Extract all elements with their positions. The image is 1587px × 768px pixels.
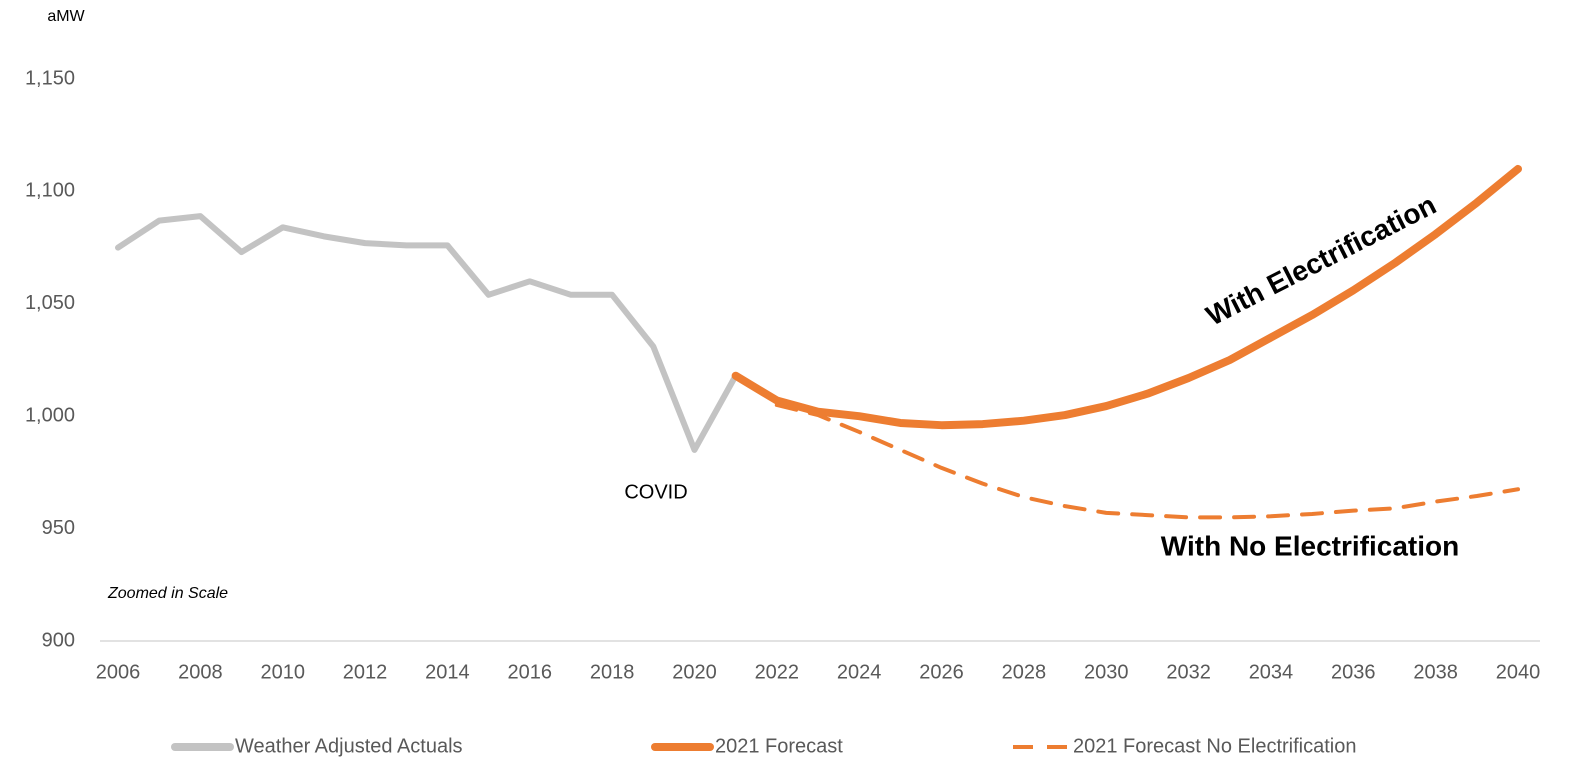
x-tick-label: 2030 bbox=[1084, 661, 1129, 683]
x-tick-label: 2018 bbox=[590, 661, 635, 683]
x-tick-label: 2016 bbox=[508, 661, 553, 683]
y-tick-label: 1,100 bbox=[25, 180, 75, 202]
x-tick-label: 2024 bbox=[837, 661, 882, 683]
x-tick-label: 2008 bbox=[178, 661, 223, 683]
x-tick-label: 2036 bbox=[1331, 661, 1376, 683]
y-tick-label: 950 bbox=[42, 517, 75, 539]
series-line bbox=[774, 402, 1520, 520]
y-tick-label: 900 bbox=[42, 629, 75, 651]
legend-label: Weather Adjusted Actuals bbox=[235, 735, 463, 757]
annotation: COVID bbox=[624, 481, 687, 503]
x-tick-label: 2028 bbox=[1002, 661, 1047, 683]
y-tick-label: 1,000 bbox=[25, 404, 75, 426]
y-axis-label: aMW bbox=[47, 8, 85, 25]
x-tick-label: 2026 bbox=[919, 661, 964, 683]
y-tick-label: 1,050 bbox=[25, 292, 75, 314]
x-tick-label: 2012 bbox=[343, 661, 388, 683]
x-tick-label: 2032 bbox=[1166, 661, 1211, 683]
x-tick-label: 2020 bbox=[672, 661, 717, 683]
annotation: With No Electrification bbox=[1161, 530, 1459, 561]
x-tick-label: 2022 bbox=[755, 661, 800, 683]
legend-label: 2021 Forecast No Electrification bbox=[1073, 735, 1356, 757]
x-tick-label: 2038 bbox=[1413, 661, 1458, 683]
legend-label: 2021 Forecast bbox=[715, 735, 843, 757]
series-line bbox=[115, 213, 739, 453]
x-tick-label: 2034 bbox=[1249, 661, 1294, 683]
x-tick-label: 2006 bbox=[96, 661, 141, 683]
x-tick-label: 2040 bbox=[1496, 661, 1541, 683]
series-line bbox=[731, 164, 1522, 430]
y-tick-label: 1,150 bbox=[25, 67, 75, 89]
x-tick-label: 2010 bbox=[260, 661, 305, 683]
annotation: Zoomed in Scale bbox=[107, 585, 228, 602]
x-tick-label: 2014 bbox=[425, 661, 470, 683]
